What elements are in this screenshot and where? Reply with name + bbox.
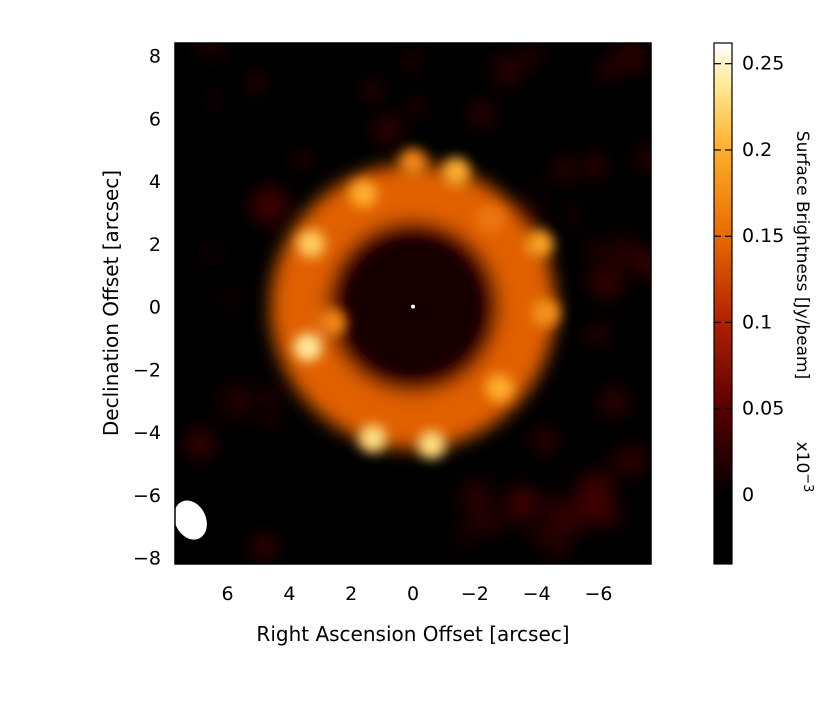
x-tick-label: −6 [584,583,612,605]
noise-blob [206,92,221,107]
noise-blob [522,46,543,67]
noise-blob [529,522,555,549]
colorbar-tick-label: 0.15 [742,225,784,247]
noise-blob [469,100,496,127]
x-tick-label: 0 [407,583,419,605]
svg-text:x10−3: x10−3 [792,442,815,493]
x-tick-labels: 6 4 2 0 −2 −4 −6 [221,583,612,605]
y-tick-label: 8 [149,46,161,68]
y-tick-label: −2 [133,359,161,381]
noise-blob [575,471,616,512]
emission-clump [476,204,505,233]
y-tick-label: −4 [133,422,161,444]
y-tick-labels: 8 6 4 2 0 −2 −4 −6 −8 [133,46,161,570]
noise-blob [218,382,256,420]
x-tick-label: 6 [221,583,233,605]
noise-blob [362,81,382,100]
emission-clump [485,374,514,403]
y-tick-label: −6 [133,485,161,507]
beam-ellipse [175,500,207,540]
noise-blob [634,142,651,173]
y-tick-label: 0 [149,297,161,319]
emission-image [175,43,651,562]
colorbar-tick-label: 0 [742,484,754,506]
noise-blob [596,60,619,83]
noise-blob [203,246,221,264]
x-tick-label: 2 [345,583,357,605]
noise-blob [599,386,630,417]
y-tick-label: 4 [149,171,161,193]
plot-ticks [175,43,651,564]
colorbar [714,43,732,564]
noise-blob [249,185,290,226]
noise-blob [632,247,651,279]
noise-blob [408,97,427,116]
colorbar-tick-label: 0.05 [742,398,784,420]
noise-blob [454,527,472,545]
emission-clump [349,179,378,208]
y-tick-label: −8 [133,548,161,570]
noise-blob [588,263,625,300]
noise-blob [261,409,282,430]
colorbar-title: Surface Brightness [Jy/beam] [792,131,812,379]
noise-blob [184,428,216,460]
emission-clump [442,157,471,186]
central-point-source [411,304,415,309]
noise-blob [491,55,523,87]
emission-clump [358,424,387,453]
y-axis-title: Declination Offset [arcsec] [99,170,123,436]
noise-blob [246,73,266,94]
noise-blob [225,291,238,304]
noise-blob [457,478,495,517]
noise-blob [532,428,558,454]
colorbar-multiplier-exponent: −3 [800,473,815,492]
colorbar-ticks [714,63,732,496]
colorbar-multiplier-base: x10 [792,442,812,474]
emission-clump [417,430,446,459]
noise-blob [404,52,420,68]
emission-clump [525,229,554,258]
noise-blob [617,445,649,476]
x-tick-label: −4 [523,583,551,605]
emission-clump [399,148,427,177]
noise-blob [606,233,639,266]
noise-blob [531,180,544,193]
noise-blob [261,385,281,405]
noise-blob [471,517,485,530]
colorbar-tick-label: 0.25 [742,53,784,75]
x-tick-label: 4 [283,583,295,605]
colorbar-tick-label: 0.2 [742,139,772,161]
x-axis-title: Right Ascension Offset [arcsec] [256,622,569,646]
emission-clump [297,229,325,258]
noise-blob [504,485,540,522]
noise-blob [586,323,609,346]
clump-layer [293,148,560,459]
x-tick-label: −2 [461,583,489,605]
emission-clump [293,333,322,362]
noise-blob [583,154,607,177]
noise-blob [585,241,605,260]
noise-blob [547,501,586,539]
noise-blob [552,157,576,181]
y-tick-label: 6 [149,108,161,130]
y-tick-label: 2 [149,234,161,256]
colorbar-frame [713,42,733,565]
emission-clump [531,298,560,327]
noise-blob [292,150,311,168]
colorbar-multiplier: x10−3 [792,442,815,493]
noise-blob [196,43,226,59]
noise-blob [478,511,505,538]
noise-blob [614,43,649,73]
noise-blob [250,533,279,562]
noise-blob [551,542,568,559]
emission-clump [318,308,347,337]
emission-ring [270,164,556,450]
noise-blob [565,207,582,225]
noise-blob [372,114,403,145]
colorbar-tick-label: 0.1 [742,311,772,333]
colorbar-tick-labels: 0 0.05 0.1 0.15 0.2 0.25 [742,53,784,506]
